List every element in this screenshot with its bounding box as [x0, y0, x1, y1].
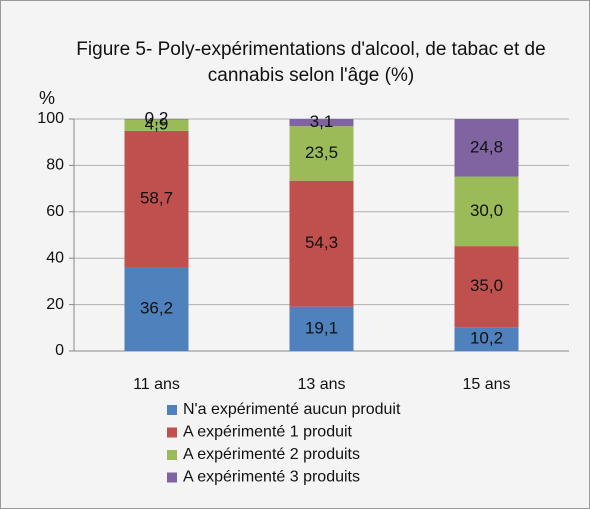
bar-segment: [454, 119, 519, 177]
y-axis-label: %: [39, 88, 55, 108]
bar-segment: [289, 126, 354, 181]
value-label: 35,0: [470, 276, 503, 295]
x-tick-label: 15 ans: [462, 376, 510, 393]
bar-segment: [124, 267, 189, 351]
legend-label: A expérimenté 2 produits: [183, 446, 360, 463]
legend-swatch: [167, 450, 177, 460]
y-tick-label: 20: [46, 296, 64, 313]
x-tick-label: 11 ans: [133, 376, 180, 393]
legend-label: A expérimenté 1 produit: [183, 424, 353, 441]
legend-label: N'a expérimenté aucun produit: [183, 401, 401, 418]
value-label: 24,8: [470, 137, 503, 156]
y-tick-label: 40: [46, 249, 64, 266]
value-label: 10,2: [470, 329, 503, 348]
y-tick-label: 0: [55, 342, 64, 359]
bar-segment: [454, 246, 519, 328]
value-label: 30,0: [470, 201, 503, 220]
value-label: 23,5: [305, 143, 338, 162]
x-tick-label: 13 ans: [297, 376, 345, 393]
value-label: 36,2: [140, 298, 173, 317]
legend-swatch: [167, 405, 177, 415]
bar-segment: [454, 327, 519, 351]
bar-segment: [289, 119, 354, 127]
value-label: 0,2: [145, 109, 169, 128]
y-tick-label: 100: [37, 110, 64, 127]
value-label: 3,1: [310, 112, 334, 131]
y-tick-label: 80: [46, 157, 64, 174]
value-label: 54,3: [305, 233, 338, 252]
chart-title: Figure 5- Poly-expérimentations d'alcool…: [76, 39, 546, 86]
bar-segment: [454, 176, 519, 247]
y-tick-label: 60: [46, 203, 64, 220]
value-label: 58,7: [140, 188, 173, 207]
bar-segment: [289, 306, 354, 351]
value-label: 19,1: [305, 318, 338, 337]
bar-segment: [124, 130, 189, 268]
legend-label: A expérimenté 3 produits: [183, 469, 360, 486]
legend-swatch: [167, 427, 177, 438]
bar-segment: [289, 180, 354, 307]
legend-swatch: [167, 472, 177, 483]
bar-segment: [124, 119, 189, 131]
